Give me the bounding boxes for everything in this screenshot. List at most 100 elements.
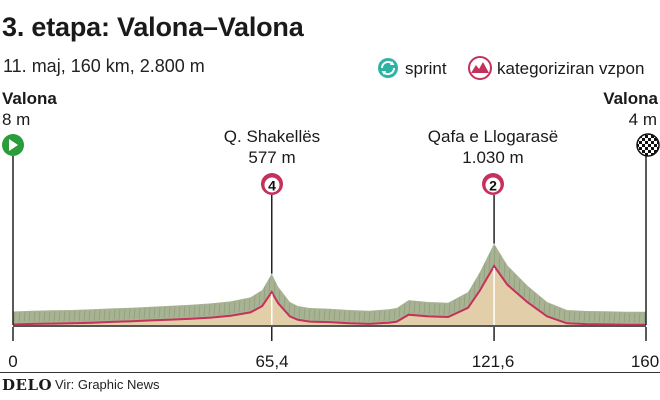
relief-hatch	[48, 311, 51, 322]
relief-hatch	[368, 311, 371, 322]
relief-hatch	[173, 306, 176, 318]
markers: 4 2	[2, 133, 660, 195]
relief-hatch	[288, 303, 291, 315]
relief-hatch	[128, 308, 131, 320]
footer-divider	[0, 372, 660, 373]
relief-hatch	[473, 281, 476, 296]
relief-hatch	[153, 307, 156, 319]
legend-sprint-label: sprint	[405, 59, 447, 78]
relief-hatch	[438, 303, 441, 315]
relief-hatch	[598, 312, 601, 323]
profile-area	[13, 266, 646, 325]
terrain-relief	[13, 243, 646, 325]
relief-hatch	[93, 310, 96, 321]
relief-hatch	[158, 307, 161, 319]
relief-hatch	[513, 274, 516, 290]
start-elevation: 8 m	[2, 110, 31, 129]
relief-hatch	[538, 297, 541, 310]
climb-2-category-badge: 2	[482, 173, 504, 195]
relief-hatch	[323, 309, 326, 321]
relief-hatch	[253, 295, 256, 308]
relief-hatch	[353, 311, 356, 322]
relief-hatch	[318, 309, 321, 320]
relief-hatch	[488, 252, 491, 272]
legend-climb-label: kategoriziran vzpon	[497, 59, 645, 78]
relief-hatch	[528, 288, 531, 303]
relief-hatch	[608, 312, 611, 323]
x-axis-ticks	[12, 327, 647, 341]
relief-hatch	[383, 310, 386, 321]
relief-hatch	[403, 303, 406, 315]
relief-hatch	[188, 305, 191, 317]
relief-hatch	[238, 300, 241, 313]
relief-hatch	[138, 308, 141, 319]
relief-hatch	[28, 311, 31, 322]
relief-hatch	[203, 304, 206, 316]
relief-hatch	[218, 303, 221, 315]
relief-hatch	[43, 311, 46, 322]
relief-hatch	[413, 301, 416, 314]
relief-hatch	[523, 284, 526, 299]
relief-hatch	[113, 309, 116, 320]
relief-hatch	[408, 301, 411, 313]
relief-hatch	[338, 310, 341, 321]
relief-hatch	[193, 305, 196, 317]
relief-hatch	[443, 303, 446, 315]
relief-hatch	[258, 292, 261, 306]
x-tick-label: 65,4	[255, 352, 289, 371]
relief-hatch	[33, 311, 36, 322]
relief-hatch	[628, 312, 631, 323]
relief-hatch	[418, 302, 421, 314]
relief-hatch	[343, 310, 346, 322]
relief-hatch	[553, 306, 556, 318]
relief-hatch	[518, 279, 521, 294]
relief-hatch	[468, 289, 471, 303]
relief-hatch	[393, 309, 396, 320]
x-tick-label: 121,6	[471, 352, 515, 371]
relief-hatch	[423, 302, 426, 315]
relief-hatch	[13, 312, 16, 323]
relief-hatch	[118, 309, 121, 320]
relief-hatch	[613, 312, 616, 323]
relief-hatch	[268, 277, 271, 293]
relief-hatch	[433, 303, 436, 315]
relief-hatch	[233, 301, 236, 314]
relief-hatch	[483, 262, 486, 280]
relief-hatch	[563, 310, 566, 321]
relief-hatch	[243, 299, 246, 312]
relief-hatch	[618, 312, 621, 323]
profile-baseline	[13, 325, 646, 327]
relief-hatch	[148, 307, 151, 319]
relief-hatch	[358, 311, 361, 322]
relief-hatch	[223, 302, 226, 315]
relief-hatch	[458, 297, 461, 310]
sprint-icon	[378, 58, 398, 78]
relief-hatch	[213, 303, 216, 316]
marker-stems	[12, 156, 647, 325]
relief-hatch	[83, 310, 86, 321]
relief-hatch	[578, 311, 581, 322]
climb-2-name: Qafa e Llogarasë	[427, 127, 559, 146]
relief-hatch	[308, 308, 311, 320]
climb-2-elevation: 1.030 m	[462, 148, 524, 167]
relief-hatch	[98, 309, 101, 321]
relief-hatch	[453, 300, 456, 312]
start-place-name: Valona	[2, 89, 57, 108]
relief-hatch	[448, 302, 451, 315]
relief-hatch	[643, 312, 646, 323]
relief-hatch	[163, 306, 166, 318]
source-credit: Vir: Graphic News	[55, 377, 160, 392]
relief-hatch	[398, 306, 401, 318]
page-title: 3. etapa: Valona–Valona	[2, 12, 304, 42]
relief-hatch	[58, 311, 61, 322]
relief-hatch	[573, 311, 576, 322]
mountain-climb-icon	[468, 56, 492, 80]
profile-line	[12, 264, 647, 326]
relief-hatch	[633, 312, 636, 323]
relief-hatch	[543, 301, 546, 313]
relief-hatch	[603, 312, 606, 323]
climb-1-name: Q. Shakellës	[223, 127, 321, 146]
relief-hatch	[63, 311, 66, 322]
relief-hatch	[348, 310, 351, 322]
relief-hatch	[623, 312, 626, 323]
